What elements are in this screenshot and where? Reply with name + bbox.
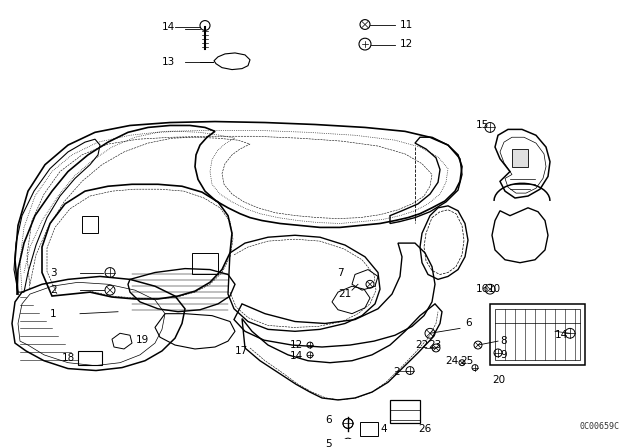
Text: 4: 4 bbox=[380, 424, 387, 435]
Text: 15: 15 bbox=[476, 121, 489, 130]
Text: 2: 2 bbox=[50, 285, 56, 295]
Text: 20: 20 bbox=[492, 375, 505, 385]
Text: 23: 23 bbox=[428, 340, 441, 350]
Text: 25: 25 bbox=[460, 356, 473, 366]
Text: 19: 19 bbox=[136, 335, 149, 345]
Text: 5: 5 bbox=[325, 439, 332, 448]
Text: 14: 14 bbox=[290, 351, 303, 361]
Text: 3: 3 bbox=[50, 267, 56, 277]
Text: 10: 10 bbox=[488, 284, 501, 294]
Text: 6: 6 bbox=[465, 319, 472, 328]
Text: 14: 14 bbox=[162, 22, 175, 32]
Polygon shape bbox=[512, 149, 528, 167]
Text: 2: 2 bbox=[393, 367, 399, 378]
Text: 9: 9 bbox=[500, 350, 507, 360]
Text: 21: 21 bbox=[338, 289, 351, 299]
Text: 13: 13 bbox=[162, 57, 175, 67]
Text: 18: 18 bbox=[62, 353, 76, 363]
Text: 14: 14 bbox=[555, 330, 568, 340]
Text: 7: 7 bbox=[337, 267, 344, 277]
Text: 12: 12 bbox=[290, 340, 303, 350]
Text: 26: 26 bbox=[418, 424, 431, 435]
Text: 6: 6 bbox=[325, 414, 332, 425]
Text: 17: 17 bbox=[235, 346, 248, 356]
Text: 11: 11 bbox=[400, 20, 413, 30]
Text: 24: 24 bbox=[445, 356, 458, 366]
Text: 12: 12 bbox=[400, 39, 413, 49]
Text: 16: 16 bbox=[476, 284, 489, 294]
Text: 22: 22 bbox=[415, 340, 428, 350]
Text: 0C00659C: 0C00659C bbox=[580, 422, 620, 431]
Text: 1: 1 bbox=[50, 309, 56, 319]
Text: 8: 8 bbox=[500, 336, 507, 346]
